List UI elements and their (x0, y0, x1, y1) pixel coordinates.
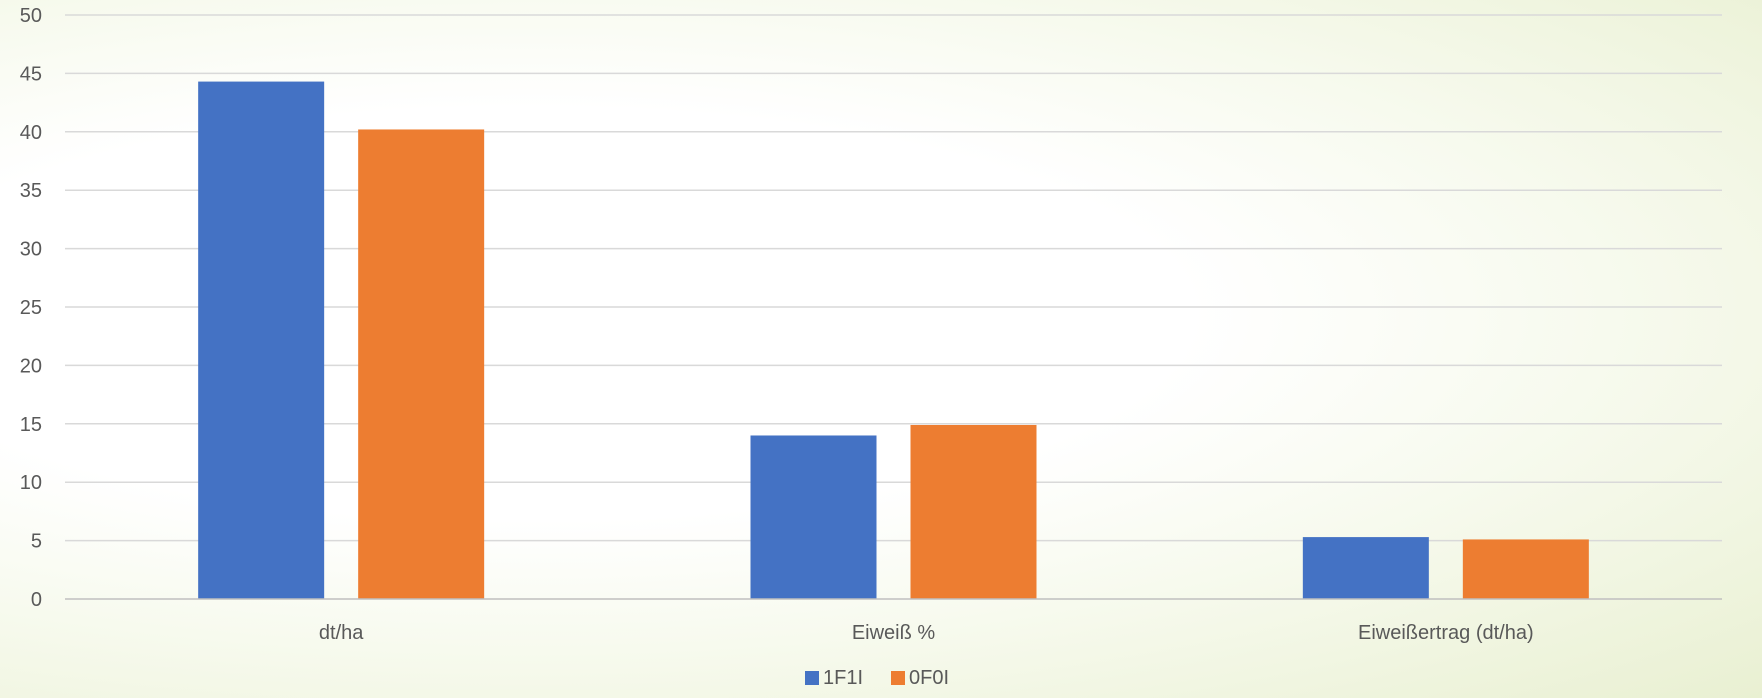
y-tick-label: 10 (20, 472, 42, 494)
y-tick-label: 20 (20, 355, 42, 377)
legend-item-1f1i[interactable]: 1F1I (805, 667, 863, 689)
x-category-label: Eiweißertrag (dt/ha) (1358, 622, 1534, 644)
bar-0f0i-1 (911, 425, 1037, 599)
legend-item-0f0i[interactable]: 0F0I (891, 667, 949, 689)
bar-1f1i-2 (1303, 537, 1429, 599)
bar-1f1i-0 (198, 82, 324, 599)
y-tick-label: 25 (20, 297, 42, 319)
bar-0f0i-2 (1463, 539, 1589, 599)
y-tick-label: 15 (20, 414, 42, 436)
bars (198, 82, 1589, 599)
x-category-label: Eiweiß % (852, 622, 936, 644)
y-tick-label: 0 (31, 589, 42, 611)
bar-0f0i-0 (358, 129, 484, 599)
y-axis-tick-labels: 0 5 10 15 20 25 30 35 40 45 50 (20, 5, 42, 611)
legend-label: 1F1I (823, 667, 863, 689)
y-tick-label: 50 (20, 5, 42, 27)
y-tick-label: 35 (20, 180, 42, 202)
y-tick-label: 5 (31, 531, 42, 553)
legend-swatch (805, 671, 819, 685)
y-tick-label: 40 (20, 122, 42, 144)
y-tick-label: 30 (20, 239, 42, 261)
x-axis-category-labels: dt/ha Eiweiß % Eiweißertrag (dt/ha) (319, 622, 1534, 644)
legend-swatch (891, 671, 905, 685)
bar-1f1i-1 (751, 435, 877, 599)
legend-label: 0F0I (909, 667, 949, 689)
legend[interactable]: 1F1I 0F0I (805, 667, 949, 689)
y-tick-label: 45 (20, 63, 42, 85)
x-category-label: dt/ha (319, 622, 364, 644)
